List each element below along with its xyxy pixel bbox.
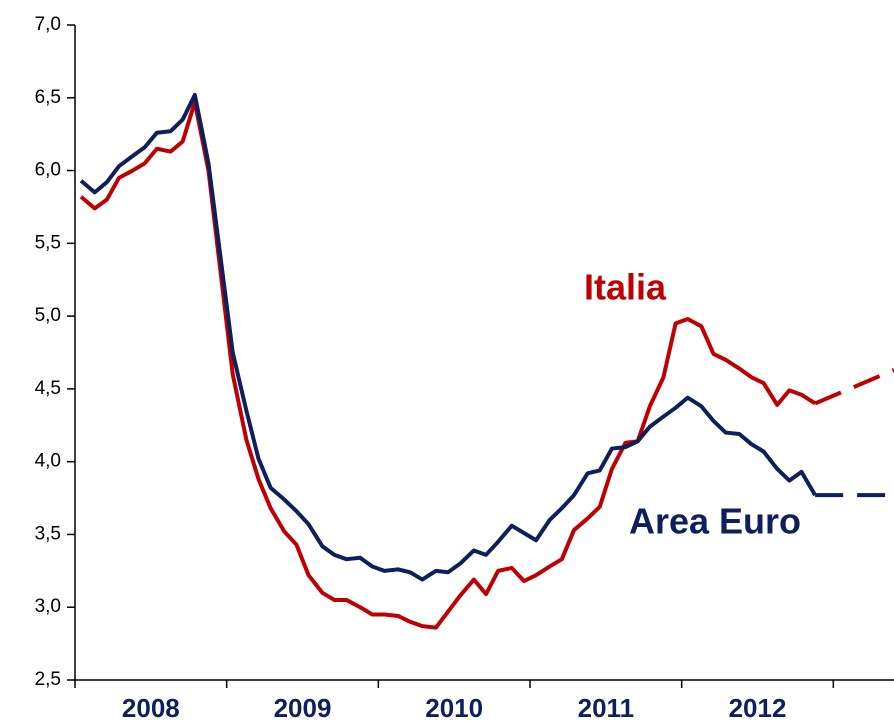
y-tick-label: 6,5 <box>35 87 61 108</box>
x-tick-label: 2012 <box>729 693 787 723</box>
y-tick-label: 4,0 <box>35 451 61 472</box>
y-tick-label: 6,0 <box>35 160 61 181</box>
forecast-line <box>814 368 894 406</box>
x-tick-label: 2010 <box>425 693 483 723</box>
y-tick-label: 5,5 <box>35 232 61 253</box>
x-tick-label: 2008 <box>122 693 180 723</box>
x-tick-label: 2011 <box>578 693 634 723</box>
y-tick-label: 2,5 <box>35 669 61 690</box>
line-series <box>79 100 817 630</box>
y-tick-label: 3,5 <box>35 523 61 544</box>
y-tick-label: 7,0 <box>35 14 61 35</box>
line-series <box>79 92 817 582</box>
series-annotation: Area Euro <box>629 501 801 542</box>
x-tick-label: 2009 <box>274 693 332 723</box>
y-tick-label: 3,0 <box>35 596 61 617</box>
y-tick-label: 4,5 <box>35 378 61 399</box>
y-tick-label: 5,0 <box>35 305 61 326</box>
series-annotation: Italia <box>584 267 667 308</box>
